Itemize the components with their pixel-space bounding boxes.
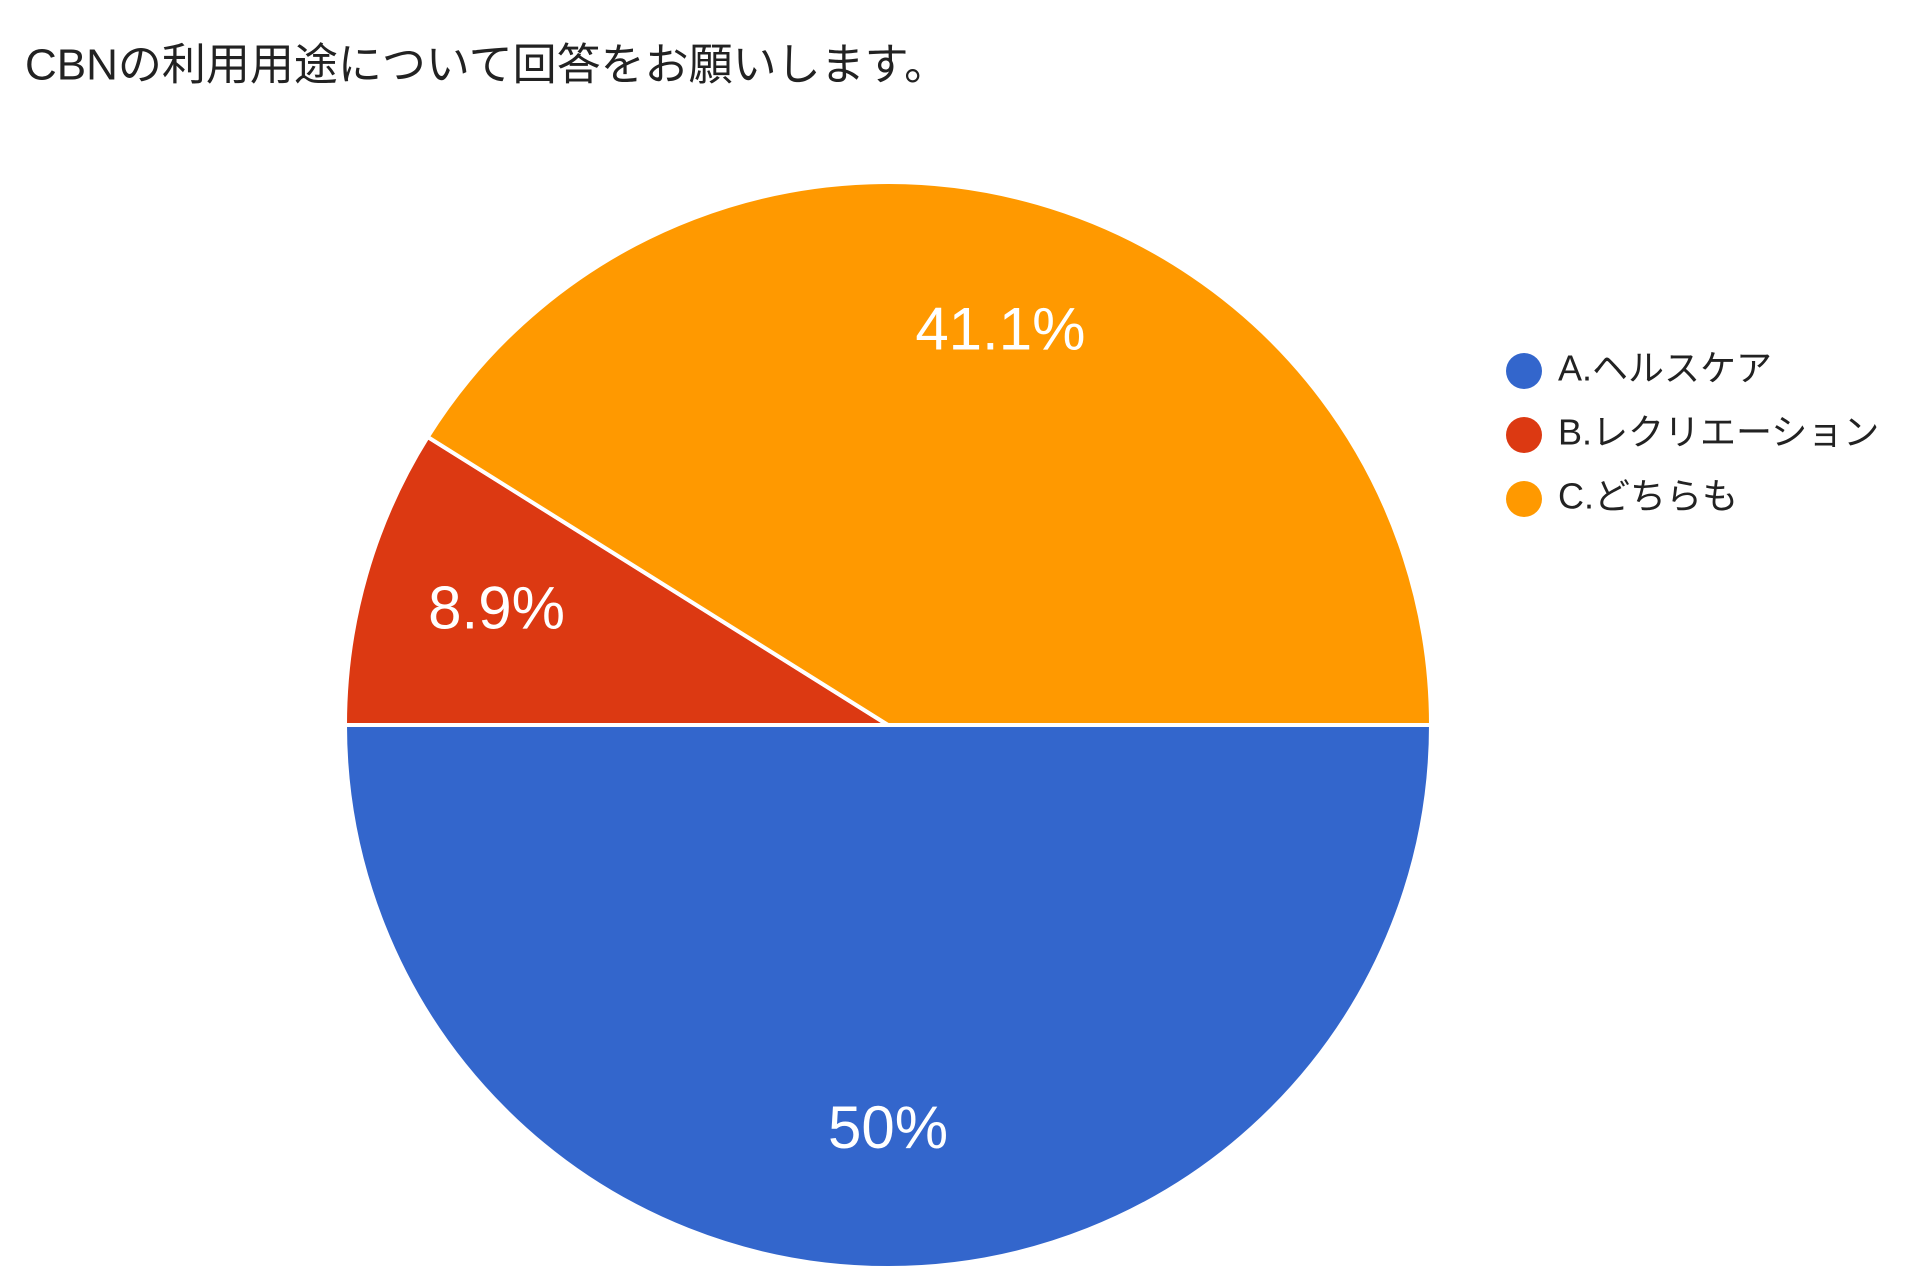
legend-marker	[1506, 353, 1542, 389]
slice-label: 8.9%	[428, 574, 565, 641]
slice-label: 50%	[828, 1094, 948, 1161]
chart-title: CBNの利用用途について回答をお願いします。	[25, 41, 948, 90]
legend-text: B.レクリエーション	[1558, 412, 1879, 453]
legend-text: C.どちらも	[1558, 476, 1738, 517]
pie-slice	[342, 723, 1434, 1270]
pie-slice	[424, 180, 1434, 727]
legend-text: A.ヘルスケア	[1558, 348, 1772, 389]
slice-label: 41.1%	[915, 295, 1085, 362]
legend-marker	[1506, 417, 1542, 453]
pie-slice	[342, 434, 895, 727]
legend-marker	[1506, 481, 1542, 517]
